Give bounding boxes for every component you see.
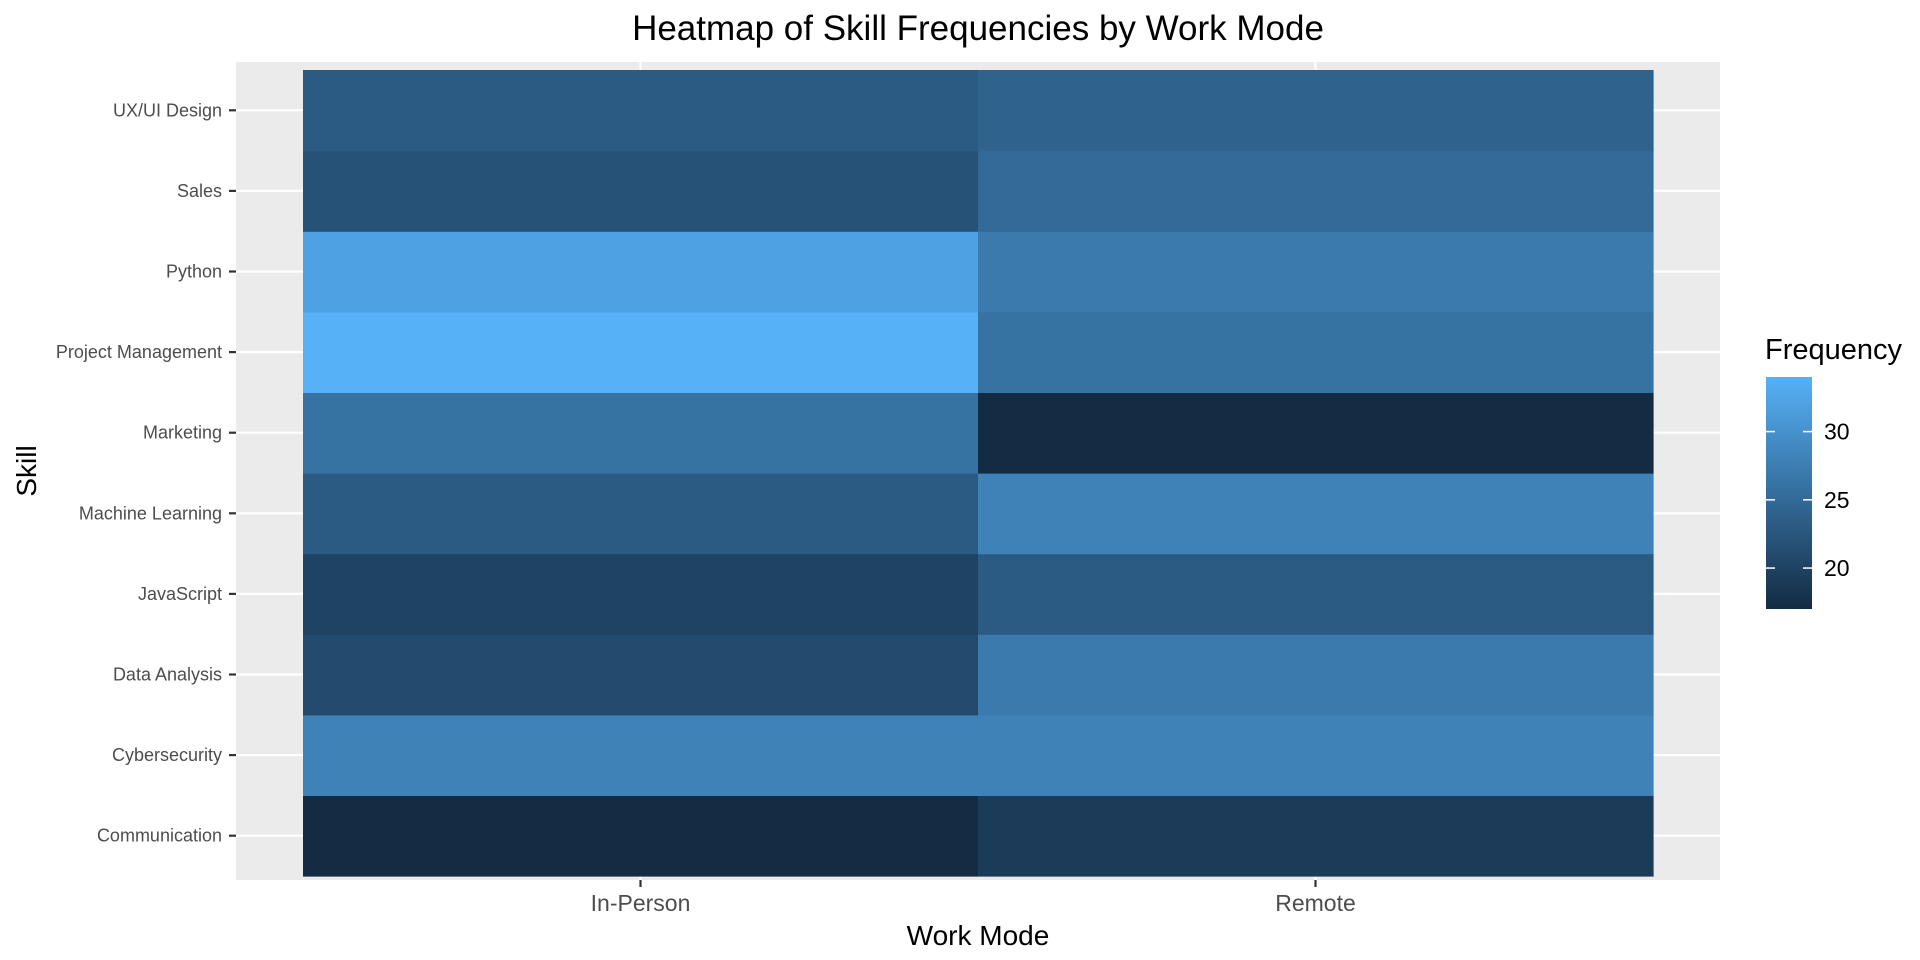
cell-python-in-person bbox=[303, 231, 979, 313]
legend-colorbar bbox=[1766, 377, 1812, 609]
legend: Frequency 20 25 30 bbox=[1765, 334, 1903, 609]
y-tick-label-python: Python bbox=[166, 262, 222, 282]
cell-marketing-remote bbox=[978, 392, 1654, 474]
cell-communication-remote bbox=[978, 795, 1654, 877]
cell-marketing-in-person bbox=[303, 392, 979, 474]
legend-label-30: 30 bbox=[1824, 419, 1850, 445]
y-tick-label-project-management: Project Management bbox=[56, 342, 222, 362]
cell-data-analysis-in-person bbox=[303, 634, 979, 716]
y-tick-label-marketing: Marketing bbox=[143, 423, 222, 443]
cell-machine-learning-in-person bbox=[303, 473, 979, 555]
cell-project-management-in-person bbox=[303, 311, 979, 393]
x-axis: In-Person Remote bbox=[591, 880, 1356, 916]
legend-ticks: 20 25 30 bbox=[1766, 419, 1850, 581]
cell-cybersecurity-in-person bbox=[303, 714, 979, 796]
cell-machine-learning-remote bbox=[978, 473, 1654, 555]
y-tick-label-sales: Sales bbox=[177, 181, 222, 201]
y-axis: Communication Cybersecurity Data Analysis J… bbox=[56, 100, 236, 846]
cell-python-remote bbox=[978, 231, 1654, 313]
cell-sales-remote bbox=[978, 150, 1654, 232]
legend-label-25: 25 bbox=[1824, 487, 1850, 513]
cell-data-analysis-remote bbox=[978, 634, 1654, 716]
cell-javascript-in-person bbox=[303, 553, 979, 635]
cell-project-management-remote bbox=[978, 311, 1654, 393]
y-tick-label-communication: Communication bbox=[97, 826, 222, 846]
y-tick-label-cybersecurity: Cybersecurity bbox=[112, 745, 222, 765]
x-tick-label-in-person: In-Person bbox=[591, 890, 691, 916]
y-tick-label-machine-learning: Machine Learning bbox=[79, 503, 222, 523]
cell-cybersecurity-remote bbox=[978, 714, 1654, 796]
legend-label-20: 20 bbox=[1824, 555, 1850, 581]
y-axis-title: Skill bbox=[11, 445, 42, 496]
y-tick-label-javascript: JavaScript bbox=[138, 584, 222, 604]
chart-title: Heatmap of Skill Frequencies by Work Mod… bbox=[632, 9, 1324, 48]
cell-sales-in-person bbox=[303, 150, 979, 232]
cell-communication-in-person bbox=[303, 795, 979, 877]
y-tick-label-ux-ui-design: UX/UI Design bbox=[113, 100, 222, 120]
cell-ux-ui-design-in-person bbox=[303, 70, 979, 152]
x-axis-title: Work Mode bbox=[907, 920, 1050, 951]
heatmap-cells bbox=[303, 70, 1654, 877]
x-tick-label-remote: Remote bbox=[1275, 890, 1356, 916]
legend-title: Frequency bbox=[1765, 334, 1903, 366]
cell-javascript-remote bbox=[978, 553, 1654, 635]
y-tick-label-data-analysis: Data Analysis bbox=[113, 665, 222, 685]
cell-ux-ui-design-remote bbox=[978, 70, 1654, 152]
